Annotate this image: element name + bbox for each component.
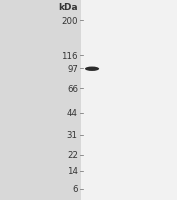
Ellipse shape bbox=[85, 67, 99, 72]
Text: 97: 97 bbox=[67, 65, 78, 73]
Text: 66: 66 bbox=[67, 85, 78, 93]
Text: kDa: kDa bbox=[58, 3, 78, 11]
Bar bbox=[81, 0, 177, 200]
Text: 14: 14 bbox=[67, 167, 78, 175]
Text: 31: 31 bbox=[67, 131, 78, 139]
Text: 6: 6 bbox=[72, 185, 78, 193]
Text: 116: 116 bbox=[61, 52, 78, 60]
Text: 44: 44 bbox=[67, 109, 78, 117]
Text: 22: 22 bbox=[67, 151, 78, 159]
Text: 200: 200 bbox=[61, 17, 78, 25]
